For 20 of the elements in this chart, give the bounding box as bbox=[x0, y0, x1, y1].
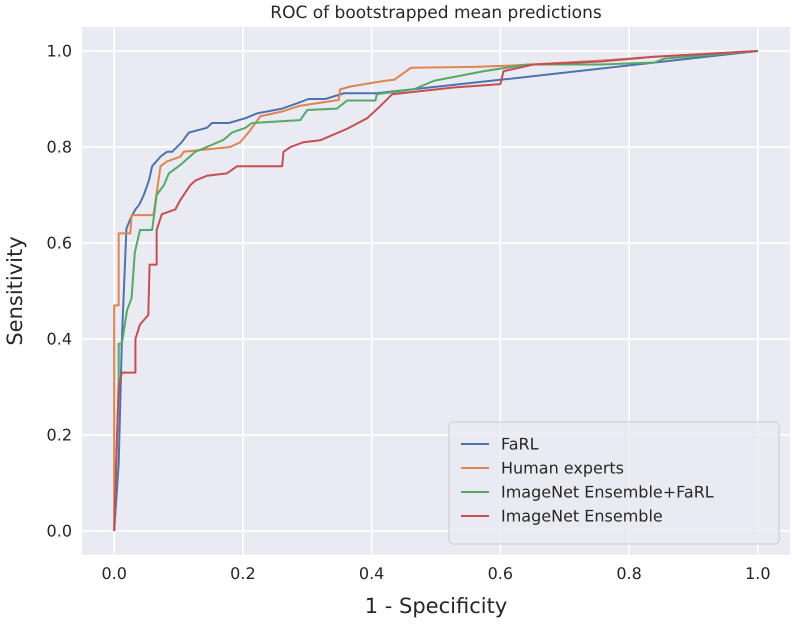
x-tick-label: 0.8 bbox=[616, 564, 642, 583]
y-tick-label: 1.0 bbox=[46, 42, 72, 61]
line-series bbox=[113, 50, 759, 532]
x-tick-label: 0.6 bbox=[488, 564, 514, 583]
x-tick-label: 1.0 bbox=[745, 564, 771, 583]
x-tick-label: 0.4 bbox=[358, 564, 384, 583]
x-axis-title: 1 - Specificity bbox=[364, 594, 508, 618]
y-tick-label: 0.4 bbox=[46, 330, 72, 349]
y-tick-label: 0.2 bbox=[46, 426, 72, 445]
y-tick-label: 0.6 bbox=[46, 234, 72, 253]
x-tick-label: 0.2 bbox=[230, 564, 256, 583]
y-tick-label: 0.8 bbox=[46, 138, 72, 157]
y-tick-label: 0.0 bbox=[46, 522, 72, 541]
y-axis-title: Sensitivity bbox=[3, 236, 27, 346]
legend-label: FaRL bbox=[501, 434, 539, 454]
legend-label: Human experts bbox=[501, 458, 624, 478]
chart-title: ROC of bootstrapped mean predictions bbox=[270, 3, 602, 23]
legend-label: ImageNet Ensemble bbox=[501, 506, 663, 526]
legend-label: ImageNet Ensemble+FaRL bbox=[501, 482, 714, 502]
x-tick-label: 0.0 bbox=[101, 564, 127, 583]
